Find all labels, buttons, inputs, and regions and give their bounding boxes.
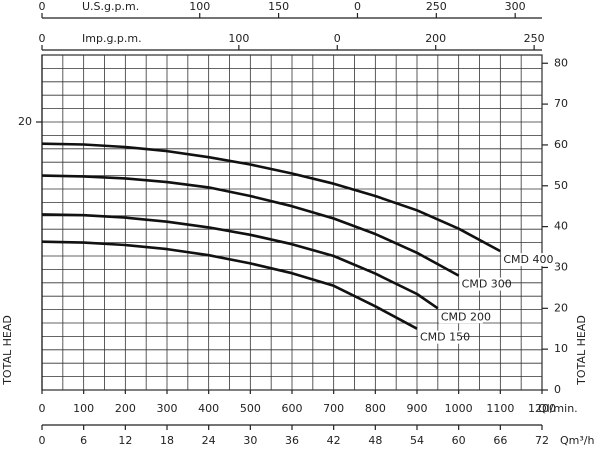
x-tick-label: 1100 <box>486 402 514 415</box>
extra-tick-label: 250 <box>426 0 447 13</box>
extra-tick-label: 150 <box>268 0 289 13</box>
extra-tick-label: 66 <box>493 434 507 447</box>
curve <box>41 240 418 330</box>
curve <box>41 174 460 277</box>
curve-label: CMD 200 <box>441 310 491 323</box>
extra-tick-label: 18 <box>160 434 174 447</box>
x-tick-label: 600 <box>282 402 303 415</box>
x-tick-label: 400 <box>198 402 219 415</box>
y2-tick-label: 0 <box>554 383 561 396</box>
extra-axis-label: Imp.g.p.m. <box>82 32 142 45</box>
extra-tick-label: 0 <box>39 0 46 13</box>
x-tick-label: 1200 <box>528 402 556 415</box>
curve-label-bg <box>438 310 483 324</box>
y2-tick-label: 20 <box>554 301 568 314</box>
y2-tick-label: 10 <box>554 342 568 355</box>
extra-tick-label: 12 <box>118 434 132 447</box>
y2-tick-label: 70 <box>554 97 568 110</box>
y2-tick-label: 40 <box>554 220 568 233</box>
x-tick-label: 800 <box>365 402 386 415</box>
x-tick-label: 900 <box>407 402 428 415</box>
y2-axis-label: TOTAL HEAD <box>575 315 588 386</box>
y-axis-label: TOTAL HEAD <box>1 315 14 386</box>
y2-tick-label: 50 <box>554 179 568 192</box>
y-tick-label: 20 <box>18 115 32 128</box>
curve-label: CMD 300 <box>462 278 512 291</box>
curve <box>41 142 501 253</box>
curve-label-bg <box>459 277 504 291</box>
extra-tick-label: 36 <box>285 434 299 447</box>
extra-tick-label: 300 <box>505 0 526 13</box>
extra-tick-label: 30 <box>243 434 257 447</box>
extra-tick-label: 0 <box>39 434 46 447</box>
extra-tick-label: 0 <box>39 32 46 45</box>
extra-tick-label: 200 <box>425 32 446 45</box>
extra-tick-label: 100 <box>228 32 249 45</box>
extra-tick-label: 250 <box>524 32 545 45</box>
extra-tick-label: 0 <box>354 0 361 13</box>
curve-label-bg <box>418 330 462 344</box>
extra-tick-label: 60 <box>452 434 466 447</box>
extra-tick-label: 48 <box>368 434 382 447</box>
x-tick-label: 700 <box>323 402 344 415</box>
y2-tick-label: 30 <box>554 260 568 273</box>
extra-axis-label: U.S.g.p.m. <box>82 0 139 13</box>
x-tick-label: 100 <box>73 402 94 415</box>
extra-tick-label: 0 <box>334 32 341 45</box>
extra-axis-label: Qm³/h <box>560 434 594 447</box>
extra-tick-label: 100 <box>189 0 210 13</box>
y2-tick-label: 60 <box>554 138 568 151</box>
curve-label: CMD 150 <box>420 331 470 344</box>
extra-tick-label: 42 <box>327 434 341 447</box>
extra-tick-label: 24 <box>202 434 216 447</box>
curve-label: CMD 400 <box>503 253 553 266</box>
extra-tick-label: 54 <box>410 434 424 447</box>
x-tick-label: 0 <box>39 402 46 415</box>
extra-tick-label: 6 <box>80 434 87 447</box>
x-tick-label: 1000 <box>445 402 473 415</box>
extra-tick-label: 72 <box>535 434 549 447</box>
y2-tick-label: 80 <box>554 56 568 69</box>
x-tick-label: 500 <box>240 402 261 415</box>
x-tick-label: 200 <box>115 402 136 415</box>
x-tick-label: 300 <box>157 402 178 415</box>
x-axis-label: Ql/min. <box>538 402 578 415</box>
curve <box>41 213 439 310</box>
curve-label-bg <box>501 253 546 267</box>
